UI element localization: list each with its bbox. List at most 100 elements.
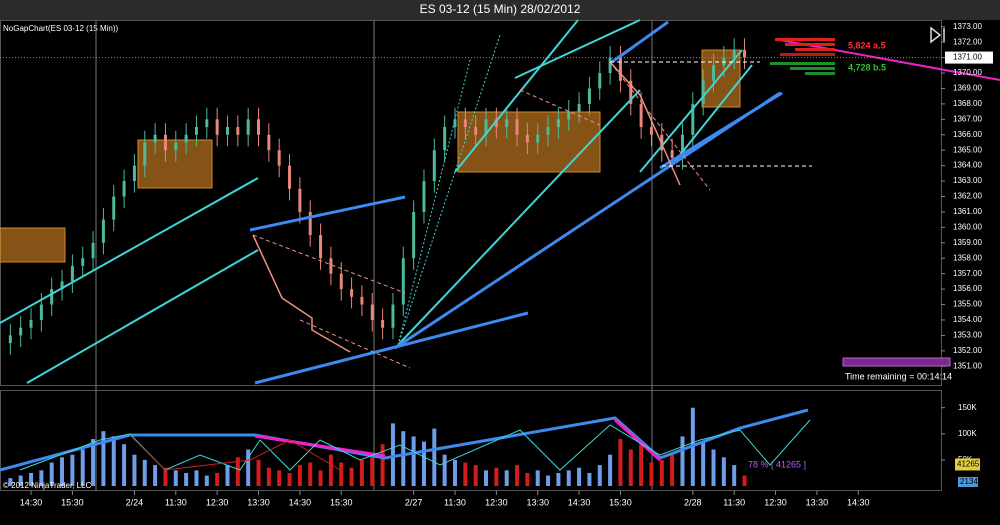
bar-body (536, 134, 540, 143)
bar-body (639, 103, 643, 128)
bar-body (546, 127, 550, 135)
x-tick-label: 14:30 (289, 497, 312, 507)
bar-body (298, 188, 302, 212)
current-volume-box (955, 458, 980, 471)
volume-bar (370, 457, 375, 486)
bar-body (515, 119, 519, 135)
volume-bar (122, 444, 127, 486)
volume-bar (701, 441, 706, 486)
bar-body (39, 304, 43, 320)
bar-body (577, 103, 581, 112)
volume-bar (597, 465, 602, 486)
y-tick-label: 1352.00 (953, 346, 982, 355)
bar-body (308, 211, 312, 236)
bar-body (567, 111, 571, 120)
y-tick-label: 1366.00 (953, 130, 982, 139)
bar-body (587, 88, 591, 104)
volume-bar (132, 454, 137, 486)
time-remaining: Time remaining = 00:14:14 (845, 371, 952, 381)
bar-body (484, 119, 488, 135)
copyright: © 2012 NinjaTrader, LLC (3, 481, 92, 490)
x-tick-label: 2/27 (405, 497, 423, 507)
bar-body (360, 296, 364, 305)
bar-body (19, 327, 23, 336)
volume-bar (546, 475, 551, 486)
bar-body (722, 57, 726, 66)
volume-bar (184, 472, 189, 486)
volume-bar (204, 475, 209, 486)
y-tick-label: 1351.00 (953, 361, 982, 370)
volume-bar (421, 441, 426, 486)
volume-bar (256, 459, 261, 486)
bar-body (453, 119, 457, 128)
volume-bar (235, 457, 240, 486)
volume-bar (225, 465, 230, 486)
trend-lines (0, 19, 1000, 472)
volume-bar (60, 457, 65, 486)
y-tick-label: 1361.00 (953, 207, 982, 216)
volume-bar (515, 465, 520, 486)
volume-bar (556, 472, 561, 486)
y-tick-label: 1353.00 (953, 331, 982, 340)
y-tick-label: 1364.00 (953, 161, 982, 170)
bar-body (50, 289, 54, 305)
volume-bar (628, 449, 633, 486)
time-progress (842, 357, 951, 367)
volume-bar (732, 465, 737, 486)
bar-body (153, 134, 157, 143)
volume-bar (432, 428, 437, 486)
y-tick-label: 1373.00 (953, 22, 982, 31)
ask-label: 5,824 a.5 (848, 40, 886, 50)
bar-body (525, 134, 529, 143)
volume-bar (308, 462, 313, 486)
last-price-box (945, 51, 993, 64)
bar-body (556, 119, 560, 128)
bar-body (432, 150, 436, 182)
volume-bar (297, 465, 302, 486)
bar-body (422, 181, 426, 212)
volume-bar (266, 467, 271, 486)
chart-title: ES 03-12 (15 Min) 28/02/2012 (420, 2, 581, 16)
y-tick-label: 1358.00 (953, 253, 982, 262)
bar-body (267, 134, 271, 151)
volume-bar (577, 467, 582, 486)
volume-bar (566, 470, 571, 486)
bar-body (257, 119, 261, 135)
value-area-boxes (0, 49, 741, 263)
bar-body (670, 150, 674, 158)
volume-bar (442, 454, 447, 486)
bar-body (225, 127, 229, 135)
x-tick-label: 14:30 (568, 497, 591, 507)
secondary-volume-box (958, 477, 978, 487)
x-tick-label: 12:30 (764, 497, 787, 507)
x-tick-label: 14:30 (847, 497, 870, 507)
volume-bar (608, 454, 613, 486)
volume-bar (49, 462, 54, 486)
y-tick-label: 1357.00 (953, 269, 982, 278)
bar-body (163, 134, 167, 151)
volume-bar (587, 472, 592, 486)
bar-body (691, 103, 695, 135)
volume-ratio: 78 % [ 41265 ] (748, 459, 806, 469)
bar-body (81, 258, 85, 266)
volume-bar (70, 454, 75, 486)
indicator-label: NoGapChart(ES 03-12 (15 Min)) (3, 24, 118, 33)
bar-body (339, 273, 343, 290)
volume-bar (504, 470, 509, 486)
title-bar (0, 0, 1000, 20)
volume-bar (277, 470, 282, 486)
secondary-volume-label: 2134 (960, 477, 978, 486)
bar-body (143, 142, 147, 166)
volume-bar (215, 472, 220, 486)
bar-body (122, 181, 126, 197)
bar-body (474, 127, 478, 135)
volume-bar (670, 454, 675, 486)
y-tick-label: 1356.00 (953, 284, 982, 293)
bar-body (246, 119, 250, 135)
x-tick-label: 13:30 (526, 497, 549, 507)
volume-bar (525, 472, 530, 486)
logo (930, 26, 945, 44)
y-tick-label: 1355.00 (953, 300, 982, 309)
y2-tick-label: 100K (958, 429, 977, 438)
